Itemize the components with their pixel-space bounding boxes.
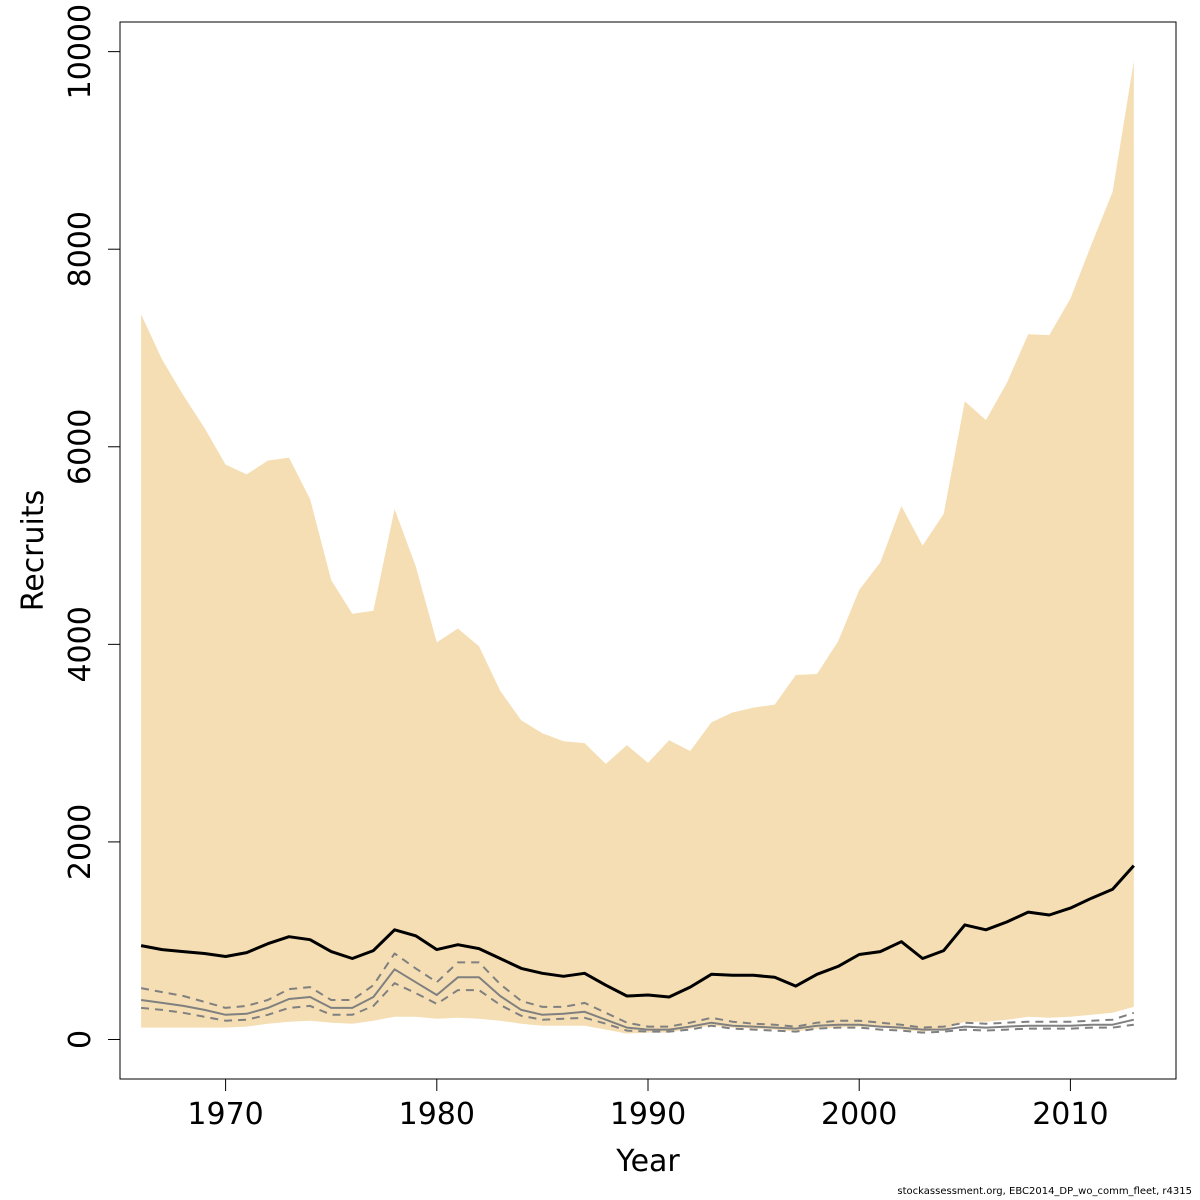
series-line-comparison-3 [141, 982, 1134, 1034]
x-tick-label: 1990 [610, 1097, 686, 1132]
y-tick-label: 10000 [63, 4, 98, 99]
y-tick-label: 4000 [63, 606, 98, 682]
confidence-band [141, 61, 1134, 1034]
x-tick-label: 2000 [821, 1097, 897, 1132]
series-lines-layer [140, 864, 1135, 1034]
series-line-estimate [140, 864, 1135, 999]
y-tick-label: 6000 [63, 409, 98, 485]
y-tick-label: 0 [63, 1030, 98, 1049]
x-tick-label: 1980 [399, 1097, 475, 1132]
y-tick-label: 8000 [63, 211, 98, 287]
footer-credit: stockassessment.org, EBC2014_DP_wo_comm_… [897, 1186, 1192, 1197]
y-axis-title: Recruits [16, 490, 51, 612]
x-axis: 1970 1980 1990 2000 2010 [187, 1078, 1109, 1132]
confidence-band-layer [141, 61, 1134, 1034]
y-tick-label: 2000 [63, 804, 98, 880]
series-line-comparison-1 [140, 968, 1135, 1031]
series-line-comparison-2 [140, 952, 1135, 1029]
x-tick-label: 1970 [187, 1097, 263, 1132]
x-tick-label: 2010 [1032, 1097, 1108, 1132]
y-axis: 0 2000 4000 6000 8000 10000 [63, 4, 121, 1049]
x-axis-title: Year [615, 1144, 680, 1179]
